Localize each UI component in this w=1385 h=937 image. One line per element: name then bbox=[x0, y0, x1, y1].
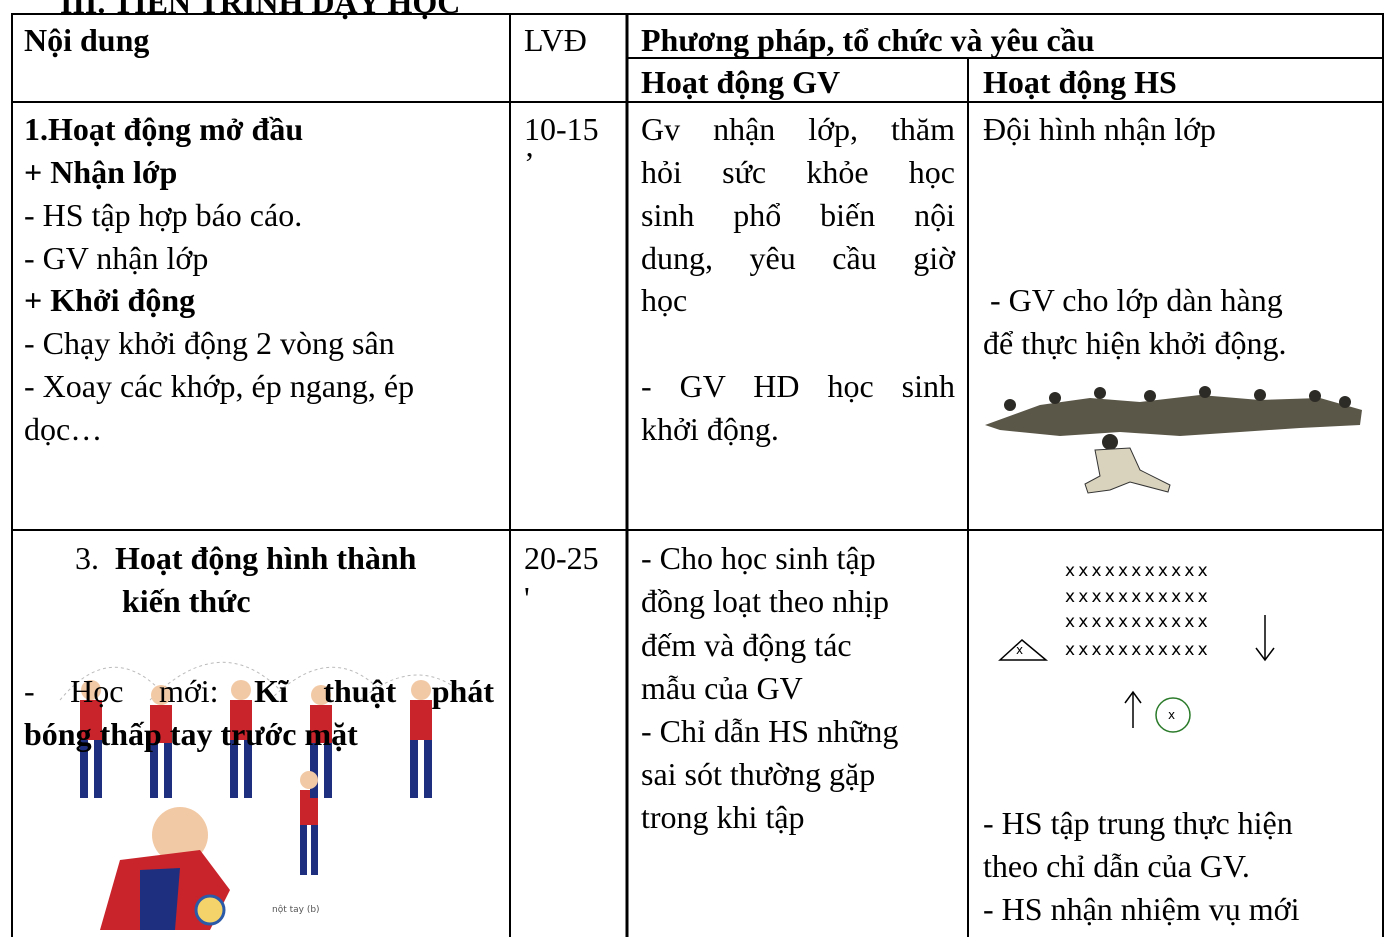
load-text: ’ bbox=[524, 145, 535, 181]
teacher-line: trong khi tập bbox=[641, 799, 805, 835]
teacher-line: sai sót thường gặp bbox=[641, 756, 876, 792]
teacher-line: khởi động. bbox=[641, 411, 779, 447]
header-cell: Hoạt động HS bbox=[983, 64, 1177, 100]
group-shape bbox=[985, 395, 1362, 436]
formation-row: xxxxxxxxxxx bbox=[1065, 587, 1211, 607]
student-line: để thực hiện khởi động. bbox=[983, 325, 1287, 361]
content-line: - Xoay các khớp, ép ngang, ép bbox=[24, 368, 415, 404]
arrow-up-head bbox=[1124, 690, 1142, 704]
teacher-marker: x bbox=[1016, 643, 1024, 657]
student-line: - HS nhận nhiệm vụ mới bbox=[983, 891, 1300, 927]
text-run: - Học mới: bbox=[24, 673, 255, 709]
student-line: - GV cho lớp dàn hàng bbox=[990, 282, 1283, 318]
teacher-line: Gv nhận lớp, thăm bbox=[641, 111, 955, 147]
formation-row: xxxxxxxxxxx bbox=[1065, 561, 1211, 581]
content-line: - GV nhận lớp bbox=[24, 240, 209, 276]
text-run: Hoạt động hình thành bbox=[115, 540, 417, 576]
content-line: + Nhận lớp bbox=[24, 154, 178, 190]
warmup-image bbox=[985, 386, 1362, 494]
teacher-line: học bbox=[641, 282, 688, 318]
student-line: theo chỉ dẫn của GV. bbox=[983, 848, 1250, 884]
arrow-down-head bbox=[1255, 647, 1275, 662]
heading: III. TIẾN TRÌNH DẠY HỌC bbox=[60, 0, 461, 20]
text-run: Kĩ thuật phát bbox=[254, 673, 494, 709]
formation-row: xxxxxxxxxxx bbox=[1065, 640, 1211, 660]
formation-shapes bbox=[998, 615, 1275, 733]
content-line: 3. Hoạt động hình thành bbox=[75, 538, 424, 578]
teacher-line: dung, yêu cầu giờ bbox=[641, 240, 955, 276]
teacher-line: đếm và động tác bbox=[641, 627, 852, 663]
content-line: - Chạy khởi động 2 vòng sân bbox=[24, 325, 395, 361]
content-line: 1.Hoạt động mở đầu bbox=[24, 111, 304, 147]
student-line: - HS tập trung thực hiện bbox=[983, 805, 1293, 841]
teacher-triangle bbox=[998, 639, 1049, 661]
content-line: - HS tập hợp báo cáo. bbox=[24, 197, 303, 233]
header-cell: LVĐ bbox=[524, 22, 587, 58]
header-cell: Nội dung bbox=[24, 22, 150, 58]
student-line: Đội hình nhận lớp bbox=[983, 111, 1216, 147]
student-circle bbox=[1155, 697, 1191, 733]
load-text: ' bbox=[524, 580, 530, 616]
text-run: 3. bbox=[75, 540, 107, 576]
header-cell: Hoạt động GV bbox=[641, 64, 841, 100]
serve-image bbox=[59, 661, 471, 701]
borders bbox=[11, 13, 1384, 937]
teacher-line: mẫu của GV bbox=[641, 670, 803, 706]
content-line: + Khởi động bbox=[24, 282, 196, 318]
content-line: - Học mới: Kĩ thuật phát bbox=[24, 671, 494, 711]
teacher-line: - GV HD học sinh bbox=[641, 368, 955, 404]
content-line: kiến thức bbox=[122, 583, 251, 619]
image-caption: nột tay (b) bbox=[272, 905, 320, 915]
teacher-line: - Cho học sinh tập bbox=[641, 540, 876, 576]
teacher-line: hỏi sức khỏe học bbox=[641, 154, 955, 190]
content-line: dọc… bbox=[24, 411, 103, 447]
load-text: 10-15 bbox=[524, 111, 599, 147]
load-text: 20-25 bbox=[524, 540, 599, 576]
teacher-figure bbox=[1084, 447, 1171, 494]
content-line: bóng thấp tay trước mặt bbox=[24, 716, 358, 752]
players bbox=[80, 680, 432, 930]
student-marker: x bbox=[1168, 708, 1176, 722]
teacher-line: - Chỉ dẫn HS những bbox=[641, 713, 899, 749]
teacher-line: sinh phổ biến nội bbox=[641, 197, 955, 233]
formation-row: xxxxxxxxxxx bbox=[1065, 612, 1211, 632]
header-cell: Phương pháp, tổ chức và yêu cầu bbox=[641, 22, 1095, 58]
teacher-line: đồng loạt theo nhịp bbox=[641, 583, 889, 619]
